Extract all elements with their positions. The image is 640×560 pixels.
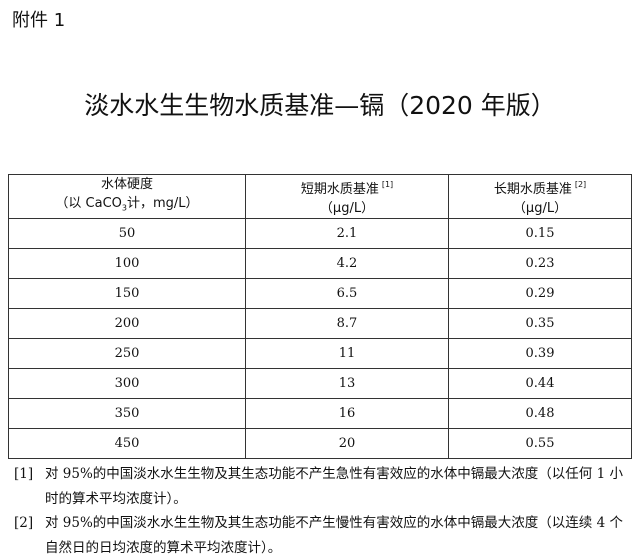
cell-short-term: 20	[245, 428, 449, 459]
table-row: 350 16 0.48	[8, 398, 632, 429]
header-short-term: 短期水质基准 [1] （μg/L）	[245, 174, 449, 219]
header-line: 短期水质基准	[300, 182, 379, 197]
cell-hardness: 50	[8, 218, 246, 249]
cell-short-term: 13	[245, 368, 449, 399]
footnote: [1] 对 95%的中国淡水水生生物及其生态功能不产生急性有害效应的水体中镉最大…	[14, 462, 634, 511]
header-unit: （μg/L）	[512, 201, 568, 216]
footnote-ref: [2]	[574, 180, 587, 189]
footnote-text: 对 95%的中国淡水水生生物及其生态功能不产生慢性有害效应的水体中镉最大浓度（以…	[45, 515, 623, 556]
criteria-table: 水体硬度 （以 CaCO3计，mg/L） 短期水质基准 [1] （μg/L） 长期…	[8, 174, 632, 459]
cell-short-term: 8.7	[245, 308, 449, 339]
table-row: 150 6.5 0.29	[8, 278, 632, 309]
cell-long-term: 0.15	[448, 218, 632, 249]
table-row: 100 4.2 0.23	[8, 248, 632, 279]
header-unit-pre: （以 CaCO	[55, 196, 122, 212]
footnote-text: 对 95%的中国淡水水生生物及其生态功能不产生急性有害效应的水体中镉最大浓度（以…	[45, 466, 623, 507]
cell-long-term: 0.55	[448, 428, 632, 459]
cell-short-term: 4.2	[245, 248, 449, 279]
header-unit: （μg/L）	[319, 201, 375, 216]
cell-short-term: 16	[245, 398, 449, 429]
footnote-mark: [1]	[14, 466, 34, 482]
table-row: 300 13 0.44	[8, 368, 632, 399]
cell-short-term: 6.5	[245, 278, 449, 309]
header-unit-sub: 3	[121, 203, 128, 213]
header-line: 长期水质基准	[493, 182, 572, 197]
footnote-ref: [1]	[381, 180, 394, 189]
cell-long-term: 0.44	[448, 368, 632, 399]
table-row: 200 8.7 0.35	[8, 308, 632, 339]
cell-hardness: 100	[8, 248, 246, 279]
cell-hardness: 300	[8, 368, 246, 399]
table-row: 50 2.1 0.15	[8, 218, 632, 249]
table-row: 450 20 0.55	[8, 428, 632, 459]
table-row: 250 11 0.39	[8, 338, 632, 369]
header-unit-post: 计，mg/L）	[127, 196, 199, 212]
page-title: 淡水水生生物水质基准—镉（2020 年版）	[84, 91, 556, 120]
cell-hardness: 200	[8, 308, 246, 339]
cell-long-term: 0.29	[448, 278, 632, 309]
cell-short-term: 2.1	[245, 218, 449, 249]
cell-hardness: 450	[8, 428, 246, 459]
cell-hardness: 250	[8, 338, 246, 369]
footnote: [2] 对 95%的中国淡水水生生物及其生态功能不产生慢性有害效应的水体中镉最大…	[14, 511, 634, 560]
cell-long-term: 0.39	[448, 338, 632, 369]
cell-long-term: 0.23	[448, 248, 632, 279]
footnotes: [1] 对 95%的中国淡水水生生物及其生态功能不产生急性有害效应的水体中镉最大…	[14, 462, 634, 560]
header-unit: （以 CaCO3计，mg/L）	[55, 196, 199, 213]
cell-hardness: 350	[8, 398, 246, 429]
header-hardness: 水体硬度 （以 CaCO3计，mg/L）	[8, 174, 246, 219]
cell-long-term: 0.35	[448, 308, 632, 339]
footnote-mark: [2]	[14, 515, 34, 531]
table-header-row: 水体硬度 （以 CaCO3计，mg/L） 短期水质基准 [1] （μg/L） 长期…	[8, 174, 632, 219]
header-long-term: 长期水质基准 [2] （μg/L）	[448, 174, 632, 219]
cell-long-term: 0.48	[448, 398, 632, 429]
annex-label: 附件 1	[12, 10, 66, 31]
cell-short-term: 11	[245, 338, 449, 369]
cell-hardness: 150	[8, 278, 246, 309]
header-line: 水体硬度	[100, 177, 153, 193]
